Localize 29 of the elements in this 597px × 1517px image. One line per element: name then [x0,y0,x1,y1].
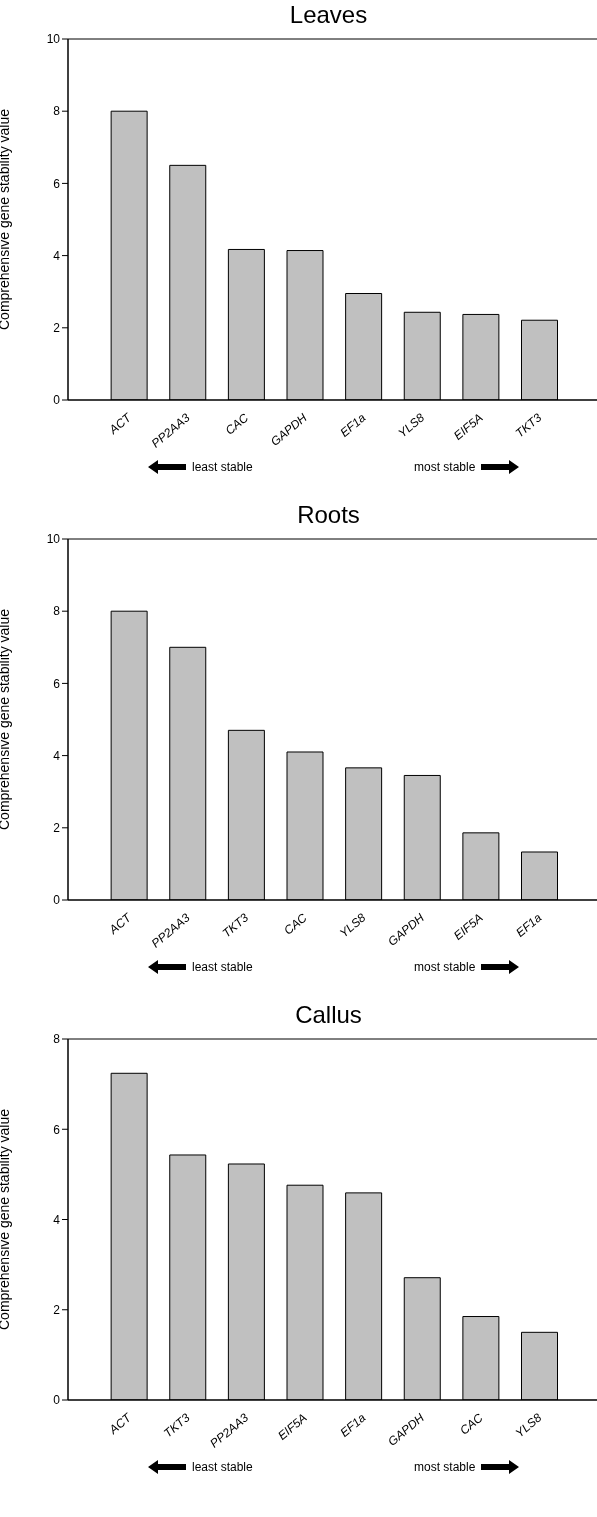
text: most stable [414,960,476,974]
y-tick-label: 4 [53,748,61,763]
y-tick-label: 8 [53,104,61,119]
y-tick-label: 6 [53,676,61,691]
text: least stable [192,460,253,474]
y-tick-label: 2 [53,321,61,336]
chart-title: Callus [294,1000,363,1030]
text: least stable [192,960,253,974]
chart-title: Leaves [288,0,369,30]
y-tick-label: 6 [53,1122,61,1137]
x-tick-label: CAC [457,1410,486,1438]
y-tick-label: 0 [53,393,61,408]
text: least stable [192,1460,253,1474]
x-tick-label: CAC [222,410,252,438]
y-tick-label: 6 [53,176,61,191]
chart-title: Roots [296,500,361,530]
text: most stable [414,1460,476,1474]
y-tick-label: 0 [53,1393,61,1408]
y-tick-label: 4 [53,1212,61,1227]
x-tick-label: CAC [281,910,310,938]
y-tick-label: 0 [53,893,61,908]
y-tick-label: 2 [53,821,61,836]
y-tick-label: 2 [53,1303,61,1318]
y-tick-label: 10 [46,32,61,47]
y-tick-label: 8 [53,604,61,619]
y-tick-label: 8 [53,1032,61,1047]
y-tick-label: 10 [46,532,61,547]
text: most stable [414,460,476,474]
y-tick-label: 4 [53,248,61,263]
